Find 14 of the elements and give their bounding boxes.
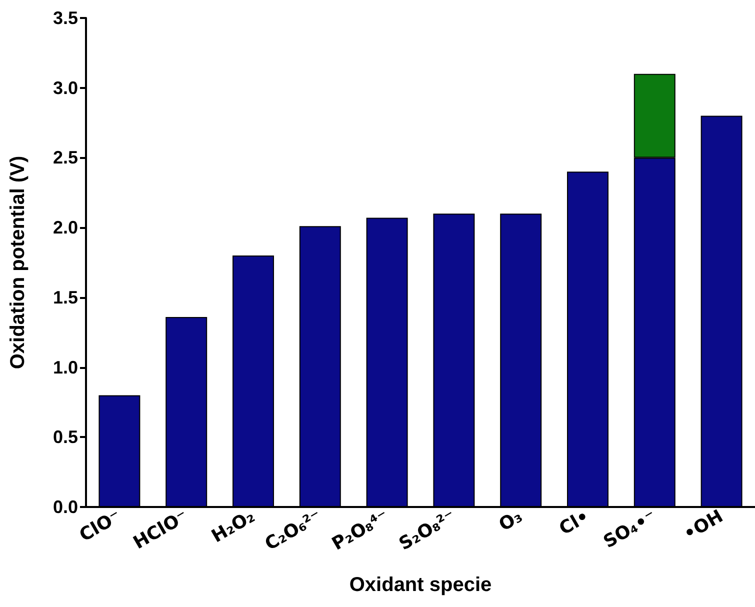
y-tick-label: 3.5 bbox=[52, 8, 78, 28]
y-tick-label: 1.5 bbox=[52, 287, 78, 308]
y-tick-label: 1.0 bbox=[52, 357, 78, 378]
x-tick-label: •OH bbox=[680, 506, 727, 546]
x-tick-label: H₂O₂ bbox=[208, 506, 258, 548]
y-tick-label: 2.0 bbox=[52, 218, 78, 238]
x-tick-label: O₃ bbox=[496, 506, 526, 536]
x-axis-title: Oxidant specie bbox=[349, 574, 492, 596]
y-tick-label: 3.0 bbox=[52, 78, 78, 98]
y-tick-label: 0.5 bbox=[52, 427, 78, 448]
y-axis-title: Oxidation potential (V) bbox=[7, 156, 29, 370]
x-tick-label: Cl• bbox=[556, 506, 593, 540]
y-tick-label: 0.0 bbox=[52, 497, 78, 517]
y-tick-label: 2.5 bbox=[52, 148, 78, 168]
